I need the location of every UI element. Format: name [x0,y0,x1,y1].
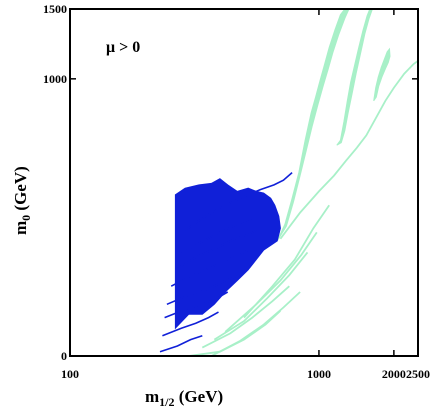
y-axis-title-unit: (GeV) [11,166,30,215]
light-band-line-3 [224,231,318,333]
light-band-line-6 [201,285,290,349]
dark-band-line-4 [170,249,249,287]
x-tick-label-4: 2500 [406,367,430,381]
dark-band-line-8 [159,334,203,353]
dark-band-line-2 [178,217,253,256]
tick-layer: 100 1000 2000 2500 0 1000 1500 [43,2,430,381]
x-axis-title: m1/2 (GeV) [145,387,223,409]
x-axis-title-main: m [145,387,159,406]
y-axis-title: m0 (GeV) [11,166,33,235]
y-axis-title-main: m [11,221,30,235]
frame-layer [69,8,419,357]
dark-band-line-7 [162,311,219,337]
dark-band-line-1 [184,171,293,231]
y-axis-title-sub: 0 [19,215,33,221]
dark-band-line-3 [174,229,257,271]
light-band-line-7 [188,310,282,357]
plot-frame [69,8,419,357]
dark-band-line-5 [166,271,245,306]
y-tick-label-2: 1000 [43,72,67,86]
x-axis-title-sub: 1/2 [159,395,174,409]
light-region-12 [373,47,391,102]
light-band-line-4 [213,251,309,341]
dark-band-line-6 [164,291,229,319]
x-tick-label-2: 1000 [307,367,331,381]
mu-annotation: μ > 0 [106,39,140,56]
x-tick-label-1: 100 [61,367,79,381]
x-tick-label-3: 2000 [382,367,406,381]
x-axis-title-unit: (GeV) [175,387,224,406]
y-tick-label-3: 1500 [43,2,67,16]
light-band-line-1 [279,60,419,240]
y-tick-label-1: 0 [61,349,67,363]
